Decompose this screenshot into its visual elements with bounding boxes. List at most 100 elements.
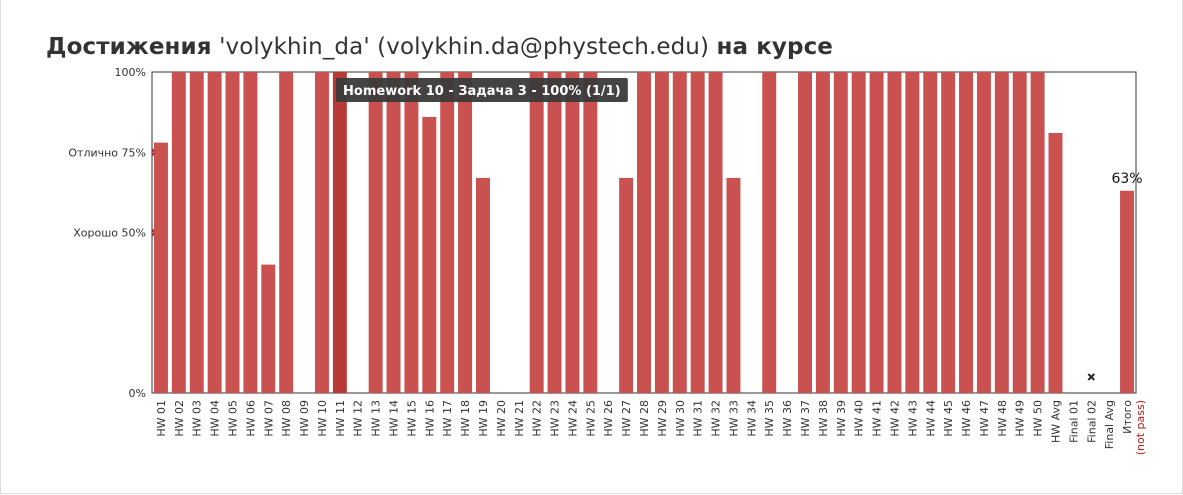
bar-hw-47[interactable] xyxy=(976,72,991,393)
data-label: 63% xyxy=(1111,171,1142,187)
bar-hw-25[interactable] xyxy=(583,72,598,393)
x-tick-label: HW 46 xyxy=(960,400,973,437)
bar-hw-02[interactable] xyxy=(171,72,186,393)
missing-marker-icon xyxy=(1087,373,1095,381)
bar-hw-11[interactable] xyxy=(332,72,347,393)
bar-hw-46[interactable] xyxy=(959,72,974,393)
x-tick-label: HW 06 xyxy=(244,400,257,437)
x-tick-label: HW 48 xyxy=(996,400,1009,437)
y-tick-label: 0% xyxy=(129,387,146,400)
bar-hw-13[interactable] xyxy=(368,72,383,393)
bar-hw-31[interactable] xyxy=(690,72,705,393)
x-tick-label: HW 09 xyxy=(298,400,311,437)
x-tick-label: HW 41 xyxy=(871,400,884,437)
bar-hw-19[interactable] xyxy=(476,177,490,393)
threshold-label: Хорошо 50% xyxy=(73,227,146,240)
bar-hw-37[interactable] xyxy=(798,72,812,393)
x-tick-label: HW 40 xyxy=(853,400,866,437)
bar-hw-49[interactable] xyxy=(1012,72,1027,393)
x-tick-label: HW 37 xyxy=(799,400,812,437)
bar-hw-38[interactable] xyxy=(815,72,830,393)
bar-hw-28[interactable] xyxy=(637,72,651,393)
x-tick-label: HW 18 xyxy=(459,400,472,437)
bar-hw-24[interactable] xyxy=(565,72,580,393)
x-tick-label: HW 39 xyxy=(835,400,848,437)
bar-hw-43[interactable] xyxy=(905,72,920,393)
x-tick-label: HW 45 xyxy=(942,400,955,437)
bar-hw-18[interactable] xyxy=(458,72,473,393)
bar-hw-05[interactable] xyxy=(225,72,240,393)
bar-hw-32[interactable] xyxy=(708,72,723,393)
bar-hw-48[interactable] xyxy=(994,72,1009,393)
x-tick-label: HW 26 xyxy=(602,400,615,437)
bar-hw-avg[interactable] xyxy=(1048,132,1063,394)
x-tick-label: HW 44 xyxy=(924,400,937,437)
bar-hw-29[interactable] xyxy=(654,72,669,393)
x-tick-label: HW 14 xyxy=(388,400,401,437)
bar-hw-04[interactable] xyxy=(207,72,222,393)
x-tick-label: HW 02 xyxy=(173,400,186,437)
x-tick-label: HW 07 xyxy=(262,400,275,437)
x-tick-label: HW 05 xyxy=(227,400,240,437)
bar-hw-16[interactable] xyxy=(422,116,437,393)
bar-hw-39[interactable] xyxy=(833,72,848,393)
bar-hw-08[interactable] xyxy=(279,72,294,393)
x-tick-label: HW Avg xyxy=(1049,400,1062,443)
x-tick-label: HW 27 xyxy=(620,400,633,437)
x-tick-label: HW 32 xyxy=(710,400,723,437)
bar-hw-50[interactable] xyxy=(1030,72,1045,393)
x-tick-label: Final Avg xyxy=(1103,400,1116,449)
bar-hw-03[interactable] xyxy=(189,72,204,393)
x-tick-label: HW 28 xyxy=(638,400,651,437)
threshold-label: Отлично 75% xyxy=(68,146,146,159)
x-tick-label: HW 08 xyxy=(280,400,293,437)
bar-hw-30[interactable] xyxy=(672,72,687,393)
bar-hw-22[interactable] xyxy=(529,72,544,393)
bar-hw-17[interactable] xyxy=(440,72,455,393)
x-tick-label: HW 30 xyxy=(674,400,687,437)
bar-hw-44[interactable] xyxy=(923,72,938,393)
bar-hw-33[interactable] xyxy=(726,177,741,393)
tooltip-text: Homework 10 - Задача 3 - 100% (1/1) xyxy=(343,84,621,99)
bar-hw-45[interactable] xyxy=(941,72,956,393)
x-tick-label: HW 22 xyxy=(531,400,544,437)
x-tick-label: HW 50 xyxy=(1032,400,1045,437)
x-tick-label: Итого xyxy=(1121,400,1134,434)
title-prefix: Достижения xyxy=(46,34,212,60)
x-tick-label: HW 01 xyxy=(155,400,168,437)
bar-итого[interactable] xyxy=(1120,190,1135,393)
x-tick-label: HW 15 xyxy=(405,400,418,437)
bar-hw-35[interactable] xyxy=(762,72,777,393)
x-tick-label: HW 42 xyxy=(888,400,901,437)
x-tick-label: HW 04 xyxy=(209,400,222,437)
x-tick-label: HW 35 xyxy=(763,400,776,437)
x-tick-label: HW 19 xyxy=(477,400,490,437)
x-tick-label: HW 16 xyxy=(423,400,436,437)
x-tick-label: HW 23 xyxy=(549,400,562,437)
bar-hw-27[interactable] xyxy=(619,177,634,393)
bar-hw-15[interactable] xyxy=(404,72,419,393)
x-tick-label: HW 47 xyxy=(978,400,991,437)
bar-hw-06[interactable] xyxy=(243,72,258,393)
not-pass-label: (not pass) xyxy=(1134,400,1147,455)
x-tick-label: HW 10 xyxy=(316,400,329,437)
page-title: Достижения 'volykhin_da' (volykhin.da@ph… xyxy=(46,34,833,60)
x-tick-label: Final 01 xyxy=(1067,400,1080,443)
x-tick-label: HW 03 xyxy=(191,400,204,437)
bar-hw-41[interactable] xyxy=(869,72,884,393)
title-user: 'volykhin_da' (volykhin.da@phystech.edu) xyxy=(219,34,710,60)
bar-hw-14[interactable] xyxy=(386,72,401,393)
x-tick-label: HW 12 xyxy=(352,400,365,437)
x-tick-label: HW 33 xyxy=(727,400,740,437)
bar-hw-10[interactable] xyxy=(314,72,329,393)
bar-hw-07[interactable] xyxy=(261,264,276,393)
x-tick-label: HW 43 xyxy=(906,400,919,437)
bar-hw-40[interactable] xyxy=(851,72,866,393)
x-tick-label: HW 21 xyxy=(513,400,526,437)
bar-hw-42[interactable] xyxy=(887,72,902,393)
x-tick-label: HW 29 xyxy=(656,400,669,437)
x-tick-label: HW 49 xyxy=(1014,400,1027,437)
bar-hw-23[interactable] xyxy=(547,72,562,393)
bar-hw-01[interactable] xyxy=(153,142,168,393)
